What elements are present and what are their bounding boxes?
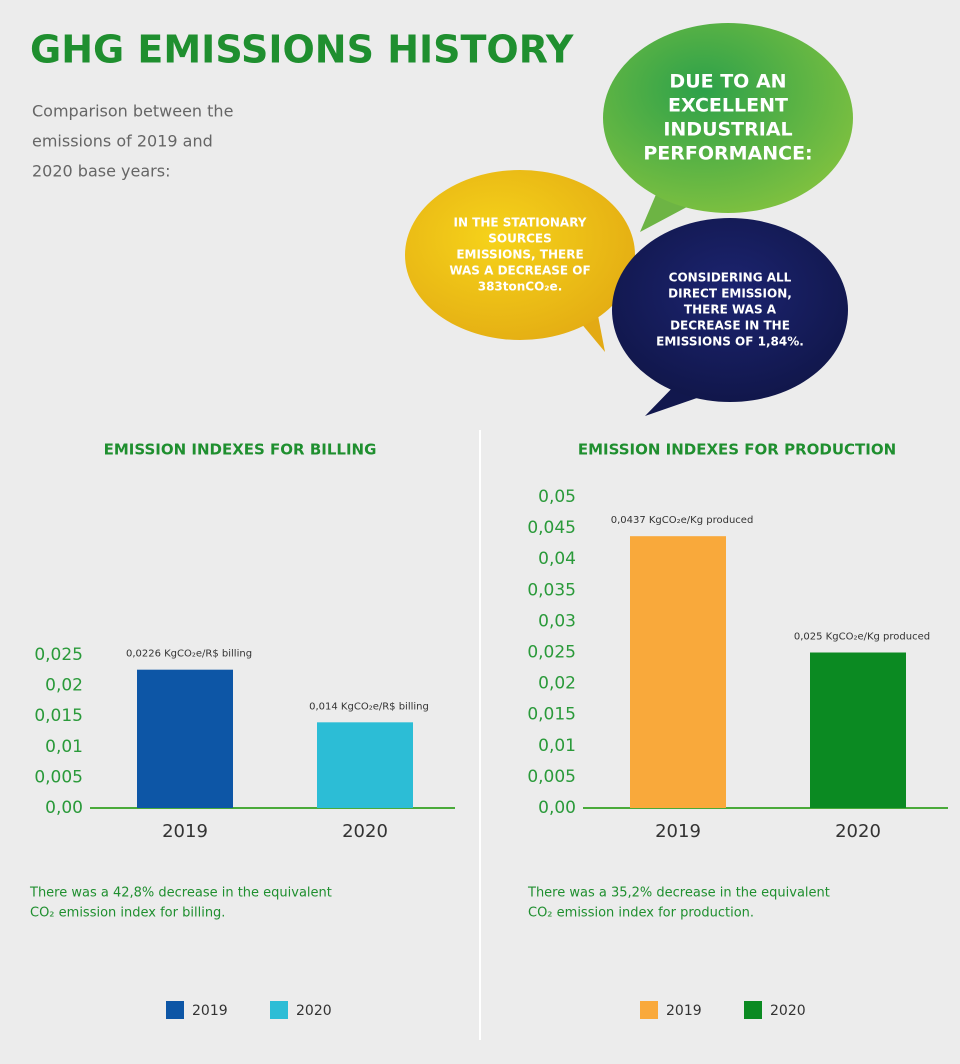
- bar: [630, 536, 726, 808]
- legend-label: 2019: [666, 1003, 702, 1019]
- page-title: GHG EMISSIONS HISTORY: [30, 28, 574, 72]
- bubble-yellow: [405, 170, 635, 352]
- y-tick-label: 0,02: [45, 676, 83, 696]
- bar: [137, 669, 233, 808]
- value-label: 0,014 KgCO₂e/R$ billing: [309, 701, 429, 712]
- x-tick-label: 2019: [162, 821, 208, 842]
- x-tick-label: 2020: [835, 821, 881, 842]
- legend-label: 2019: [192, 1003, 228, 1019]
- chart-title: EMISSION INDEXES FOR BILLING: [104, 441, 377, 459]
- bubble-text: DUE TO AN: [669, 71, 786, 93]
- bubble-text: DECREASE IN THE: [670, 319, 790, 333]
- x-tick-label: 2020: [342, 821, 388, 842]
- y-tick-label: 0,01: [538, 736, 576, 756]
- bar: [810, 652, 906, 808]
- bubble-text: CONSIDERING ALL: [669, 271, 792, 285]
- y-tick-label: 0,00: [538, 798, 576, 818]
- y-tick-label: 0,015: [34, 706, 83, 726]
- bubble-text: WAS A DECREASE OF: [449, 264, 590, 278]
- bubble-text: DIRECT EMISSION,: [668, 287, 792, 301]
- note: There was a 42,8% decrease in the equiva…: [29, 886, 332, 901]
- y-tick-label: 0,015: [527, 705, 576, 725]
- y-tick-label: 0,025: [34, 645, 83, 665]
- value-label: 0,025 KgCO₂e/Kg produced: [794, 632, 930, 643]
- bubble-green: [603, 23, 853, 232]
- note: There was a 35,2% decrease in the equiva…: [527, 886, 830, 901]
- y-tick-label: 0,005: [527, 767, 576, 787]
- y-tick-label: 0,03: [538, 611, 576, 631]
- subtitle: 2020 base years:: [32, 162, 170, 181]
- y-tick-label: 0,035: [527, 580, 576, 600]
- y-tick-label: 0,00: [45, 798, 83, 818]
- y-tick-label: 0,045: [527, 518, 576, 538]
- bubble-text: IN THE STATIONARY: [454, 216, 587, 230]
- note: CO₂ emission index for billing.: [30, 906, 225, 921]
- legend-swatch: [166, 1001, 184, 1019]
- y-tick-label: 0,04: [538, 549, 576, 569]
- y-tick-label: 0,01: [45, 737, 83, 757]
- legend-swatch: [640, 1001, 658, 1019]
- bubble-text: EXCELLENT: [668, 95, 788, 117]
- bubble-text: THERE WAS A: [684, 303, 777, 317]
- bubble-text: EMISSIONS, THERE: [456, 248, 583, 262]
- bar: [317, 722, 413, 808]
- legend-swatch: [270, 1001, 288, 1019]
- bubble-text: 383tonCO₂e.: [478, 280, 563, 294]
- legend-label: 2020: [770, 1003, 806, 1019]
- value-label: 0,0437 KgCO₂e/Kg produced: [611, 515, 754, 526]
- bubble-text: SOURCES: [488, 232, 551, 246]
- y-tick-label: 0,02: [538, 674, 576, 694]
- bubble-text: EMISSIONS OF 1,84%.: [656, 335, 804, 349]
- y-tick-label: 0,05: [538, 487, 576, 507]
- note: CO₂ emission index for production.: [528, 906, 754, 921]
- x-tick-label: 2019: [655, 821, 701, 842]
- y-tick-label: 0,005: [34, 767, 83, 787]
- value-label: 0,0226 KgCO₂e/R$ billing: [126, 649, 252, 660]
- y-tick-label: 0,025: [527, 643, 576, 663]
- subtitle: Comparison between the: [32, 102, 233, 121]
- legend-swatch: [744, 1001, 762, 1019]
- chart-title: EMISSION INDEXES FOR PRODUCTION: [578, 441, 896, 459]
- subtitle: emissions of 2019 and: [32, 132, 213, 151]
- bubble-text: PERFORMANCE:: [643, 143, 812, 165]
- bubble-text: INDUSTRIAL: [663, 119, 792, 141]
- legend-label: 2020: [296, 1003, 332, 1019]
- bubble-navy: [612, 218, 848, 416]
